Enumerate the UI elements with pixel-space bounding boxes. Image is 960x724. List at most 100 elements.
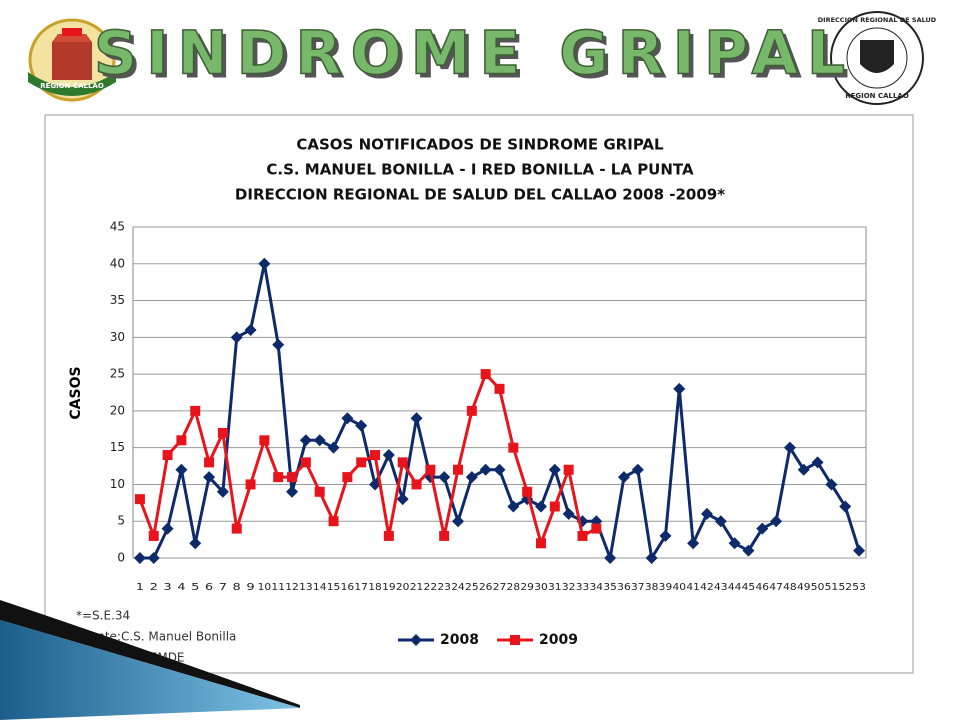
point (341, 412, 354, 425)
x-tick-label: 15 (327, 582, 341, 593)
x-tick-label: 52 (838, 582, 852, 593)
point (453, 464, 464, 475)
left-logo: REGION CALLAO (28, 18, 116, 102)
point (659, 529, 672, 542)
x-tick-label: 23 (437, 582, 451, 593)
point (300, 457, 311, 468)
point (287, 472, 298, 483)
x-tick-label: 36 (617, 582, 631, 593)
logo-text: REGION CALLAO (845, 92, 909, 100)
point (548, 463, 561, 476)
point (342, 472, 353, 483)
x-tick-label: 47 (769, 582, 783, 593)
y-tick-label: 45 (110, 220, 125, 234)
point (217, 427, 228, 438)
x-tick-label: 14 (313, 582, 327, 593)
point (507, 500, 520, 513)
x-tick-label: 34 (590, 582, 604, 593)
y-tick-label: 15 (110, 440, 125, 454)
y-tick-label: 10 (110, 477, 125, 491)
legend-marker (410, 634, 422, 646)
point (244, 323, 257, 336)
chart-title: CASOS NOTIFICADOS DE SINDROME GRIPAL (296, 136, 664, 154)
point (356, 457, 367, 468)
point (397, 457, 408, 468)
logo-text: DIRECCION REGIONAL DE SALUD (818, 16, 937, 24)
point (410, 412, 423, 425)
y-tick-label: 35 (110, 293, 125, 307)
chart-title: C.S. MANUEL BONILLA - I RED BONILLA - LA… (266, 161, 694, 179)
y-tick-label: 30 (110, 330, 125, 344)
y-tick-label: 5 (117, 514, 125, 528)
point (230, 331, 243, 344)
point (133, 552, 146, 564)
x-tick-label: 4 (177, 582, 185, 593)
point (231, 523, 242, 534)
point (148, 530, 159, 541)
point (839, 500, 852, 513)
x-tick-label: 38 (645, 582, 659, 593)
x-tick-label: 11 (271, 582, 285, 593)
point (299, 434, 312, 447)
point (396, 493, 409, 506)
x-tick-label: 44 (728, 582, 742, 593)
x-tick-label: 5 (191, 582, 199, 593)
point (273, 472, 284, 483)
point (562, 507, 575, 520)
point (355, 419, 368, 432)
x-tick-label: 32 (562, 582, 576, 593)
point (370, 450, 381, 461)
x-tick-label: 16 (341, 582, 355, 593)
y-tick-label: 25 (110, 367, 125, 381)
point (286, 485, 299, 498)
point (452, 515, 465, 528)
point (522, 486, 533, 497)
point (591, 523, 602, 534)
point (438, 471, 451, 484)
x-tick-label: 24 (451, 582, 465, 593)
x-tick-label: 41 (686, 582, 700, 593)
x-tick-label: 7 (219, 582, 227, 593)
x-tick-label: 50 (811, 582, 825, 593)
x-tick-label: 21 (410, 582, 424, 593)
x-tick-label: 18 (368, 582, 382, 593)
right-logo: DIRECCION REGIONAL DE SALUD REGION CALLA… (818, 11, 937, 105)
x-tick-label: 6 (205, 582, 213, 593)
y-tick-label: 0 (117, 551, 125, 565)
x-tick-label: 2 (150, 582, 158, 593)
x-tick-label: 42 (700, 582, 714, 593)
x-tick-label: 28 (507, 582, 521, 593)
point (328, 516, 339, 527)
point (425, 464, 436, 475)
x-tick-label: 20 (396, 582, 410, 593)
legend-marker (510, 635, 520, 645)
point (258, 257, 271, 270)
point (480, 369, 491, 380)
point (673, 382, 686, 395)
x-tick-label: 8 (233, 582, 241, 593)
y-tick-label: 20 (110, 403, 125, 417)
x-tick-label: 13 (299, 582, 313, 593)
point (176, 435, 187, 446)
x-tick-label: 49 (797, 582, 811, 593)
point (314, 486, 325, 497)
point (797, 463, 810, 476)
x-tick-label: 37 (631, 582, 645, 593)
point (245, 479, 256, 490)
point (175, 463, 188, 476)
legend-label: 2009 (539, 632, 578, 648)
point (714, 515, 727, 528)
point (382, 449, 395, 462)
series-line (138, 372, 598, 545)
point (617, 471, 630, 484)
x-tick-label: 35 (603, 582, 617, 593)
point (535, 538, 546, 549)
point (162, 450, 173, 461)
x-tick-label: 46 (755, 582, 769, 593)
point (383, 530, 394, 541)
x-tick-label: 51 (825, 582, 839, 593)
x-tick-label: 22 (424, 582, 438, 593)
x-tick-label: 45 (742, 582, 756, 593)
x-tick-label: 31 (548, 582, 562, 593)
